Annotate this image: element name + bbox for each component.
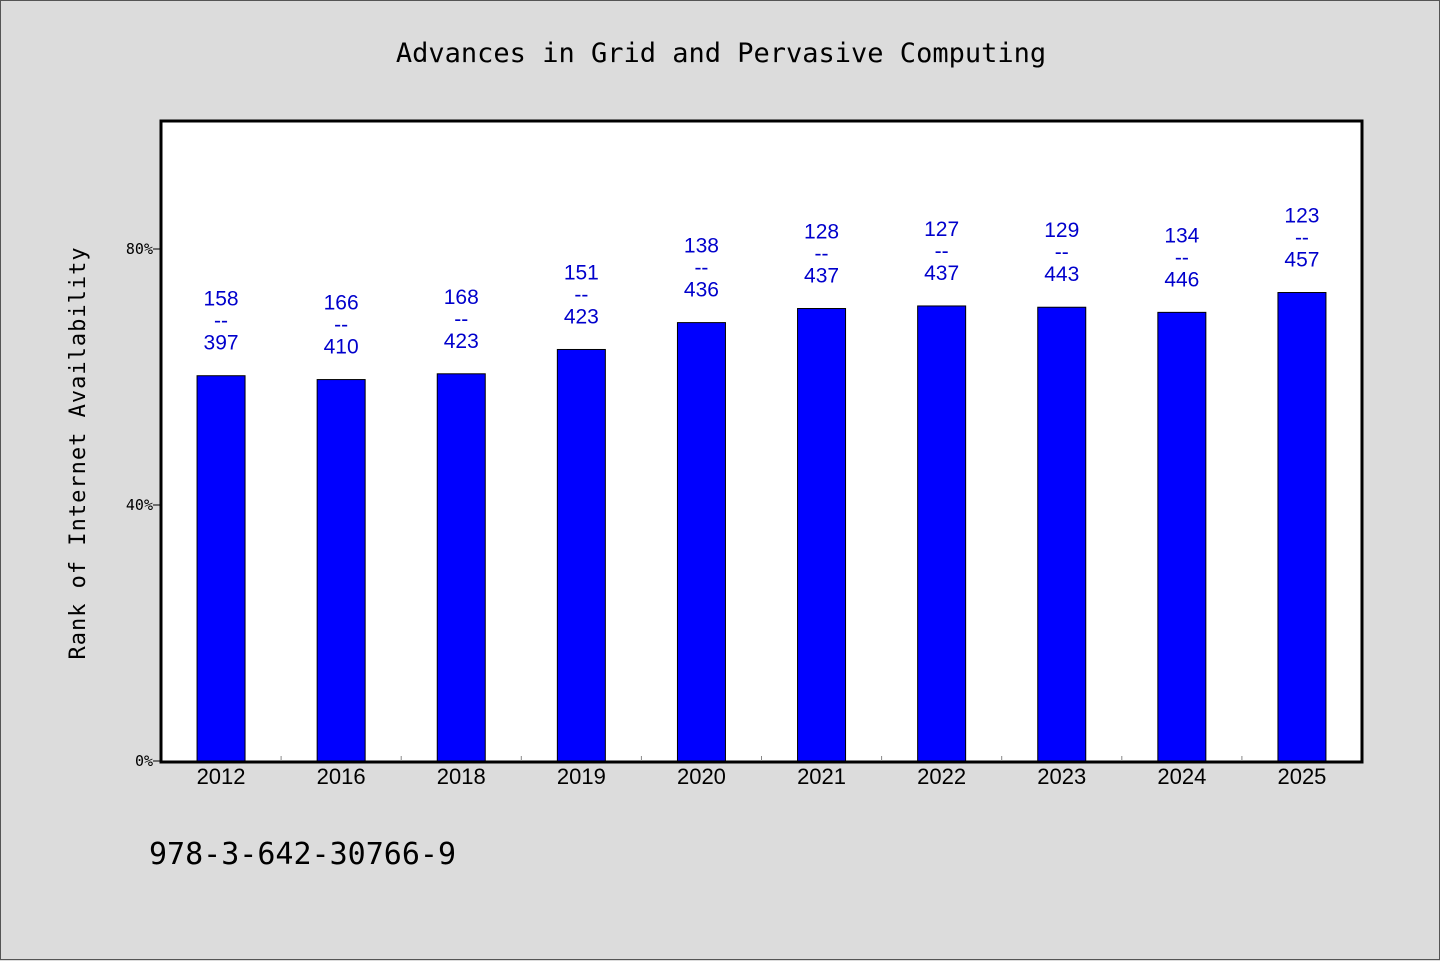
data-label-top: 168 [444, 286, 479, 309]
x-axis-ticks: 2012 2016 2018 2019 2020 2021 2022 2023 2024 2025 [197, 756, 1326, 789]
y-tick-label: 40% [126, 496, 153, 514]
data-label-bottom: 443 [1044, 263, 1079, 286]
data-label-separator: -- [1055, 241, 1069, 264]
x-tick-label: 2024 [1157, 764, 1206, 789]
bar [196, 375, 246, 762]
data-label-bottom: 437 [804, 265, 839, 288]
x-tick-label: 2021 [797, 764, 846, 789]
y-axis-ticks: 0% 40% 80% [126, 240, 161, 770]
data-label-separator: -- [1175, 246, 1189, 269]
y-tick-label: 80% [126, 240, 153, 258]
data-label-separator: -- [454, 308, 468, 331]
x-tick-label: 2023 [1037, 764, 1086, 789]
bar-series [196, 292, 1327, 762]
bar [797, 308, 847, 762]
bar [556, 348, 606, 762]
data-label-bottom: 423 [564, 305, 599, 328]
data-label-separator: -- [815, 243, 829, 266]
x-tick-label: 2022 [917, 764, 966, 789]
data-label-separator: -- [214, 310, 228, 333]
data-label-top: 128 [804, 221, 839, 244]
chart-title: Advances in Grid and Pervasive Computing [396, 38, 1046, 69]
data-label-top: 138 [684, 235, 719, 258]
bar [436, 373, 486, 762]
x-tick-label: 2025 [1277, 764, 1326, 789]
bar [1277, 292, 1327, 762]
bar [316, 379, 366, 762]
data-label-separator: -- [1295, 227, 1309, 250]
data-label-top: 166 [324, 292, 359, 315]
x-tick-label: 2020 [677, 764, 726, 789]
data-label-top: 127 [924, 218, 959, 241]
isbn-annotation: 978-3-642-30766-9 [149, 837, 456, 872]
x-tick-label: 2018 [437, 764, 486, 789]
data-label-bottom: 423 [444, 330, 479, 353]
x-tick-label: 2012 [197, 764, 246, 789]
data-label-bottom: 397 [204, 332, 239, 355]
data-label-separator: -- [334, 314, 348, 337]
bar [917, 305, 967, 762]
data-label-top: 134 [1164, 224, 1199, 247]
data-label-bottom: 457 [1284, 249, 1319, 272]
data-label-top: 158 [204, 288, 239, 311]
data-label-bottom: 446 [1164, 268, 1199, 291]
data-labels: 158--397166--410168--423151--423138--436… [204, 205, 1320, 359]
bar [1037, 306, 1087, 762]
x-tick-label: 2019 [557, 764, 606, 789]
data-label-bottom: 410 [324, 336, 359, 359]
y-axis-label: Rank of Internet Availability [66, 246, 91, 659]
data-label-separator: -- [694, 257, 708, 280]
bar [676, 322, 726, 762]
data-label-top: 129 [1044, 219, 1079, 242]
x-tick-label: 2016 [317, 764, 366, 789]
data-label-separator: -- [574, 283, 588, 306]
data-label-bottom: 436 [684, 279, 719, 302]
bar [1157, 311, 1207, 762]
data-label-top: 151 [564, 261, 599, 284]
data-label-bottom: 437 [924, 262, 959, 285]
y-tick-label: 0% [135, 752, 153, 770]
data-label-separator: -- [935, 240, 949, 263]
data-label-top: 123 [1284, 205, 1319, 228]
